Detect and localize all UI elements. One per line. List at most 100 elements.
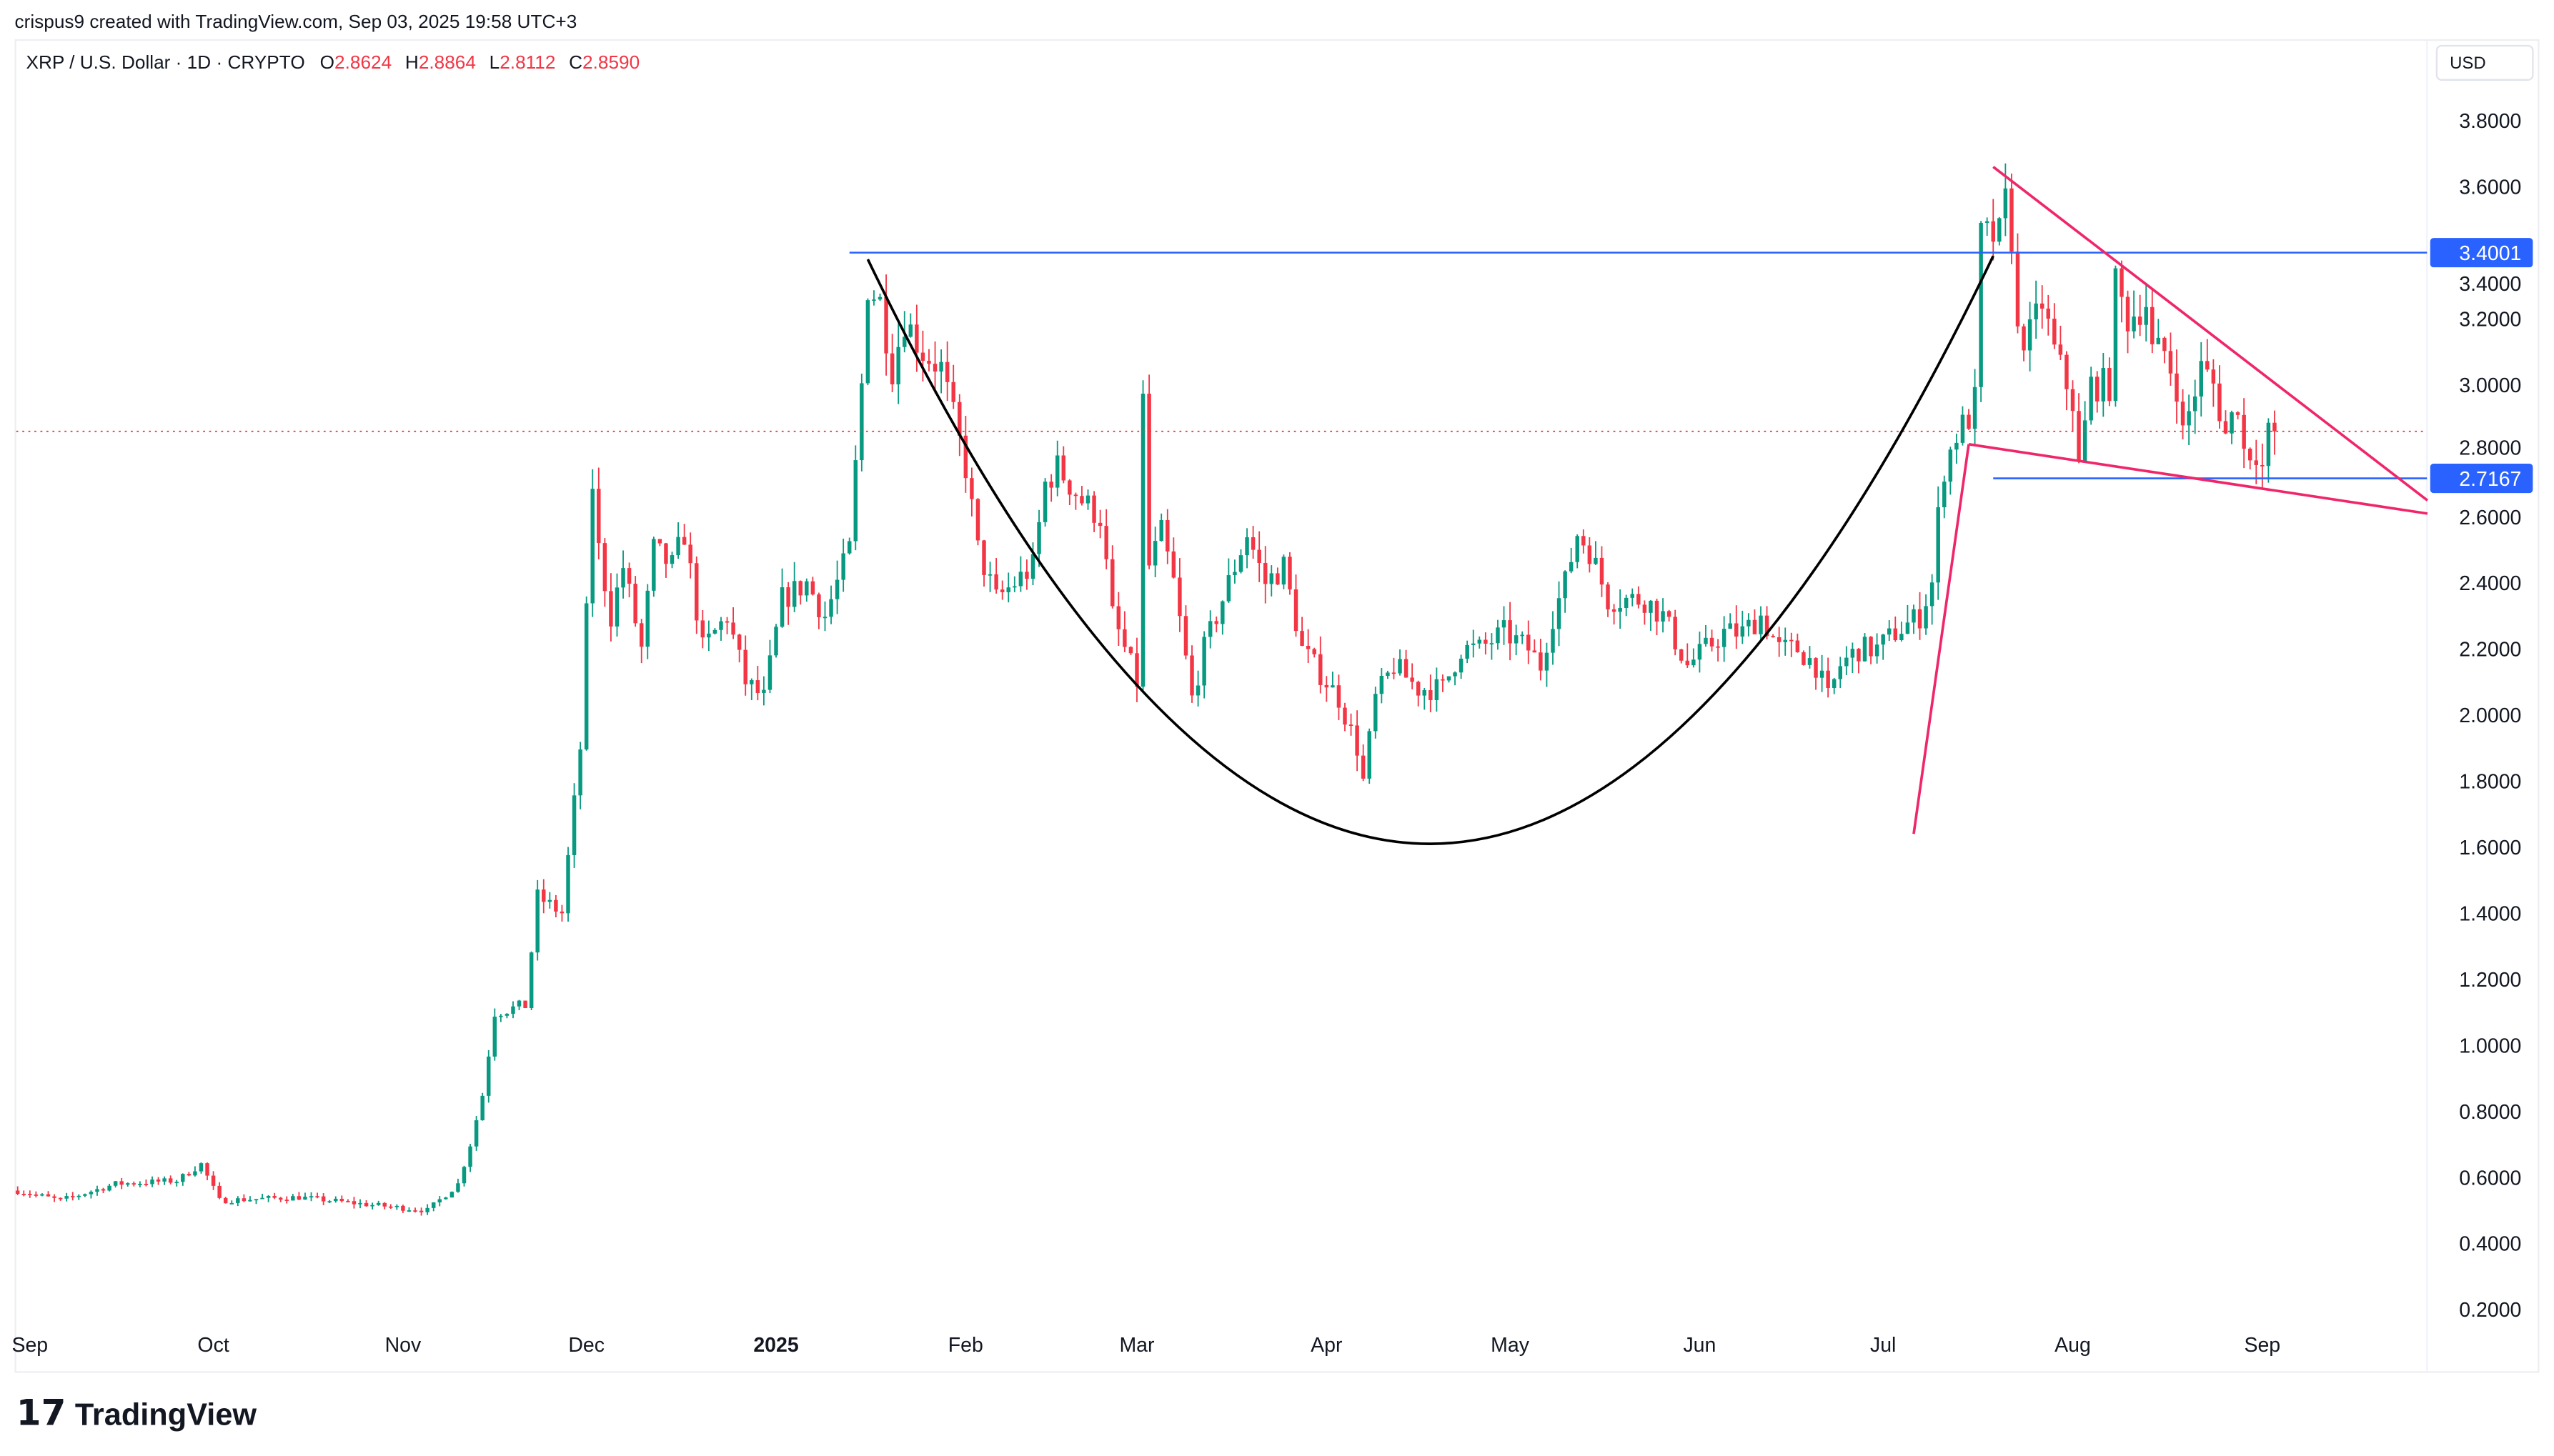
candle-body [743, 649, 747, 684]
candle-body [223, 1197, 228, 1204]
candle-body [547, 899, 552, 902]
candle-body [1679, 649, 1684, 661]
candle-body [303, 1197, 307, 1200]
candle-body [1318, 654, 1323, 685]
candle-body [774, 627, 778, 656]
candle-body [1221, 601, 1225, 624]
candle-body [1331, 685, 1335, 688]
candle-body [554, 899, 558, 912]
candle-body [1728, 623, 1732, 629]
price-axis[interactable]: 3.8000 3.6000 3.4000 3.2000 3.0000 2.8000 2.60… [2459, 110, 2521, 1322]
candle-body [211, 1175, 216, 1186]
price-tick-label: 3.0000 [2459, 374, 2521, 397]
candle-body [1080, 496, 1084, 504]
price-tick-label: 2.8000 [2459, 437, 2521, 460]
candle-body [664, 543, 668, 564]
candle-body [627, 568, 632, 584]
candle-body [920, 352, 925, 361]
candle-body [1471, 643, 1476, 645]
candle-body [621, 568, 625, 588]
candle-body [2242, 414, 2246, 449]
candle-body [1104, 526, 1108, 559]
candle-body [2070, 389, 2075, 412]
candle-body [1802, 652, 1806, 665]
candle-body [2039, 303, 2044, 309]
candle-body [1208, 621, 1213, 637]
candle-body [272, 1196, 277, 1198]
candle-body [1379, 675, 1384, 694]
candle-body [896, 346, 900, 384]
candle-body [144, 1183, 149, 1185]
candle-body [1759, 615, 1763, 634]
candle-body [499, 1015, 503, 1017]
low-value: 2.8112 [500, 51, 555, 73]
candle-body [1238, 555, 1243, 572]
candle-body [1030, 554, 1035, 579]
candle-body [1459, 658, 1464, 673]
candle-body [903, 336, 907, 347]
candle-body [927, 360, 931, 364]
candle-body [15, 1190, 20, 1195]
candle-body [1972, 387, 1977, 429]
tradingview-logo[interactable]: 𝟭𝟳 TradingView [16, 1393, 257, 1433]
candle-body [174, 1182, 179, 1184]
candle-body [334, 1198, 338, 1202]
candle-body [1844, 657, 1849, 667]
time-axis[interactable]: Sep Oct Nov Dec 2025 Feb Mar Apr May Jun Jul Aug Sep [11, 1334, 2280, 1357]
high-value: 2.8864 [419, 51, 476, 73]
candle-body [474, 1120, 479, 1147]
candle-body [376, 1202, 381, 1205]
candle-body [1355, 725, 1359, 756]
candle-body [1520, 634, 1524, 637]
open-value: 2.8624 [334, 51, 392, 73]
candle-body [168, 1178, 173, 1183]
candle-body [1281, 557, 1286, 585]
candle-body [1954, 442, 1959, 450]
candle-body [1618, 608, 1622, 612]
candle-body [162, 1178, 167, 1182]
candle-body [1599, 557, 1604, 585]
candle-body [1556, 598, 1561, 629]
candle-body [1324, 684, 1329, 688]
candle-body [2223, 421, 2228, 434]
candle-body [1269, 573, 1274, 584]
candle-body [755, 680, 760, 694]
candle-body [712, 629, 717, 634]
candle-body [1673, 617, 1677, 649]
time-tick-label: Dec [568, 1334, 605, 1357]
candle-body [1514, 635, 1519, 644]
candle-body [676, 537, 680, 556]
candle-body [131, 1183, 136, 1185]
candle-body [958, 402, 962, 436]
symbol-title: XRP / U.S. Dollar · 1D · CRYPTO [26, 51, 304, 73]
candle-body [1006, 587, 1010, 592]
candle-body [970, 478, 974, 499]
candle-body [860, 383, 864, 461]
candle-body [40, 1194, 44, 1196]
candle-body [291, 1196, 295, 1201]
time-tick-label: Jun [1683, 1334, 1716, 1357]
candle-body [468, 1146, 472, 1167]
candle-body [1740, 626, 1745, 637]
currency-label: USD [2450, 54, 2486, 73]
candle-body [872, 299, 876, 301]
candle-body [725, 621, 730, 623]
logo-icon: 𝟭𝟳 [16, 1393, 66, 1433]
candle-body [58, 1197, 63, 1200]
time-tick-label: Jul [1870, 1334, 1896, 1357]
candle-body [1403, 659, 1408, 678]
candle-body [2150, 306, 2155, 344]
candle-body [1752, 619, 1757, 634]
candle-body [1685, 660, 1690, 666]
candle-body [1967, 414, 1971, 429]
currency-button[interactable]: USD [2435, 44, 2534, 81]
candle-body [505, 1014, 510, 1016]
candle-body [584, 603, 589, 749]
candle-body [817, 594, 821, 617]
candle-body [327, 1201, 332, 1203]
candle-body [1025, 572, 1029, 579]
resistance-price-tag [2430, 238, 2533, 268]
candle-body [339, 1198, 344, 1202]
candle-body [1496, 627, 1500, 644]
